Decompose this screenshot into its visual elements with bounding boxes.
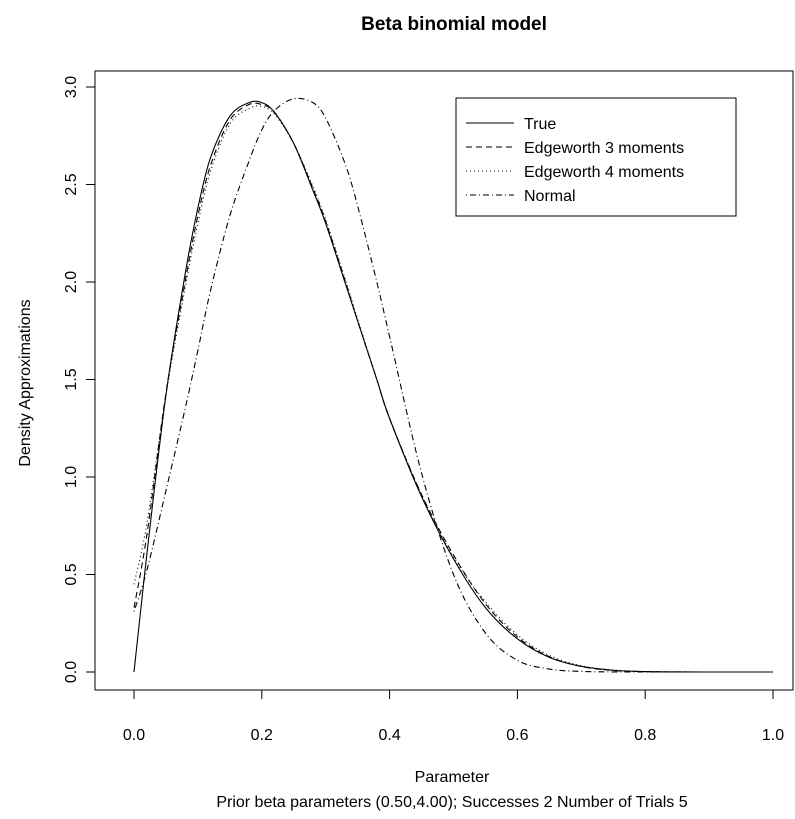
legend-entries: True Edgeworth 3 moments Edgeworth 4 momen… bbox=[466, 116, 684, 205]
x-tick-label: 0.2 bbox=[251, 727, 273, 744]
y-axis: 0.0 0.5 1.0 1.5 2.0 2.5 3.0 bbox=[63, 76, 96, 683]
legend-label: Edgeworth 3 moments bbox=[524, 140, 684, 157]
x-tick-label: 0.8 bbox=[634, 727, 656, 744]
y-tick-label: 2.0 bbox=[63, 271, 80, 293]
series-line-normal bbox=[133, 97, 773, 673]
x-axis-label: Parameter bbox=[415, 769, 490, 786]
y-tick-label: 3.0 bbox=[63, 76, 80, 98]
y-tick-label: 2.5 bbox=[63, 173, 80, 195]
y-tick-label: 0.0 bbox=[63, 661, 80, 683]
chart-title: Beta binomial model bbox=[361, 14, 547, 35]
series-line-edgeworth-3-moments bbox=[133, 102, 773, 673]
legend-box bbox=[455, 97, 737, 217]
y-tick-label: 1.5 bbox=[63, 368, 80, 390]
series-lines bbox=[133, 97, 773, 673]
y-tick-label: 1.0 bbox=[63, 466, 80, 488]
x-tick-label: 0.6 bbox=[506, 727, 528, 744]
x-tick-label: 0.4 bbox=[378, 727, 400, 744]
x-tick-label: 1.0 bbox=[762, 727, 784, 744]
legend: True Edgeworth 3 moments Edgeworth 4 momen… bbox=[455, 97, 737, 217]
y-axis-label: Density Approximations bbox=[17, 299, 34, 466]
chart-subtitle: Prior beta parameters (0.50,4.00); Succe… bbox=[216, 794, 687, 811]
x-axis: 0.0 0.2 0.4 0.6 0.8 1.0 bbox=[123, 689, 784, 744]
legend-label: Normal bbox=[524, 188, 576, 205]
y-tick-label: 0.5 bbox=[63, 563, 80, 585]
legend-label: True bbox=[524, 116, 556, 133]
x-tick-label: 0.0 bbox=[123, 727, 145, 744]
legend-label: Edgeworth 4 moments bbox=[524, 164, 684, 181]
series-line-true bbox=[133, 100, 773, 673]
